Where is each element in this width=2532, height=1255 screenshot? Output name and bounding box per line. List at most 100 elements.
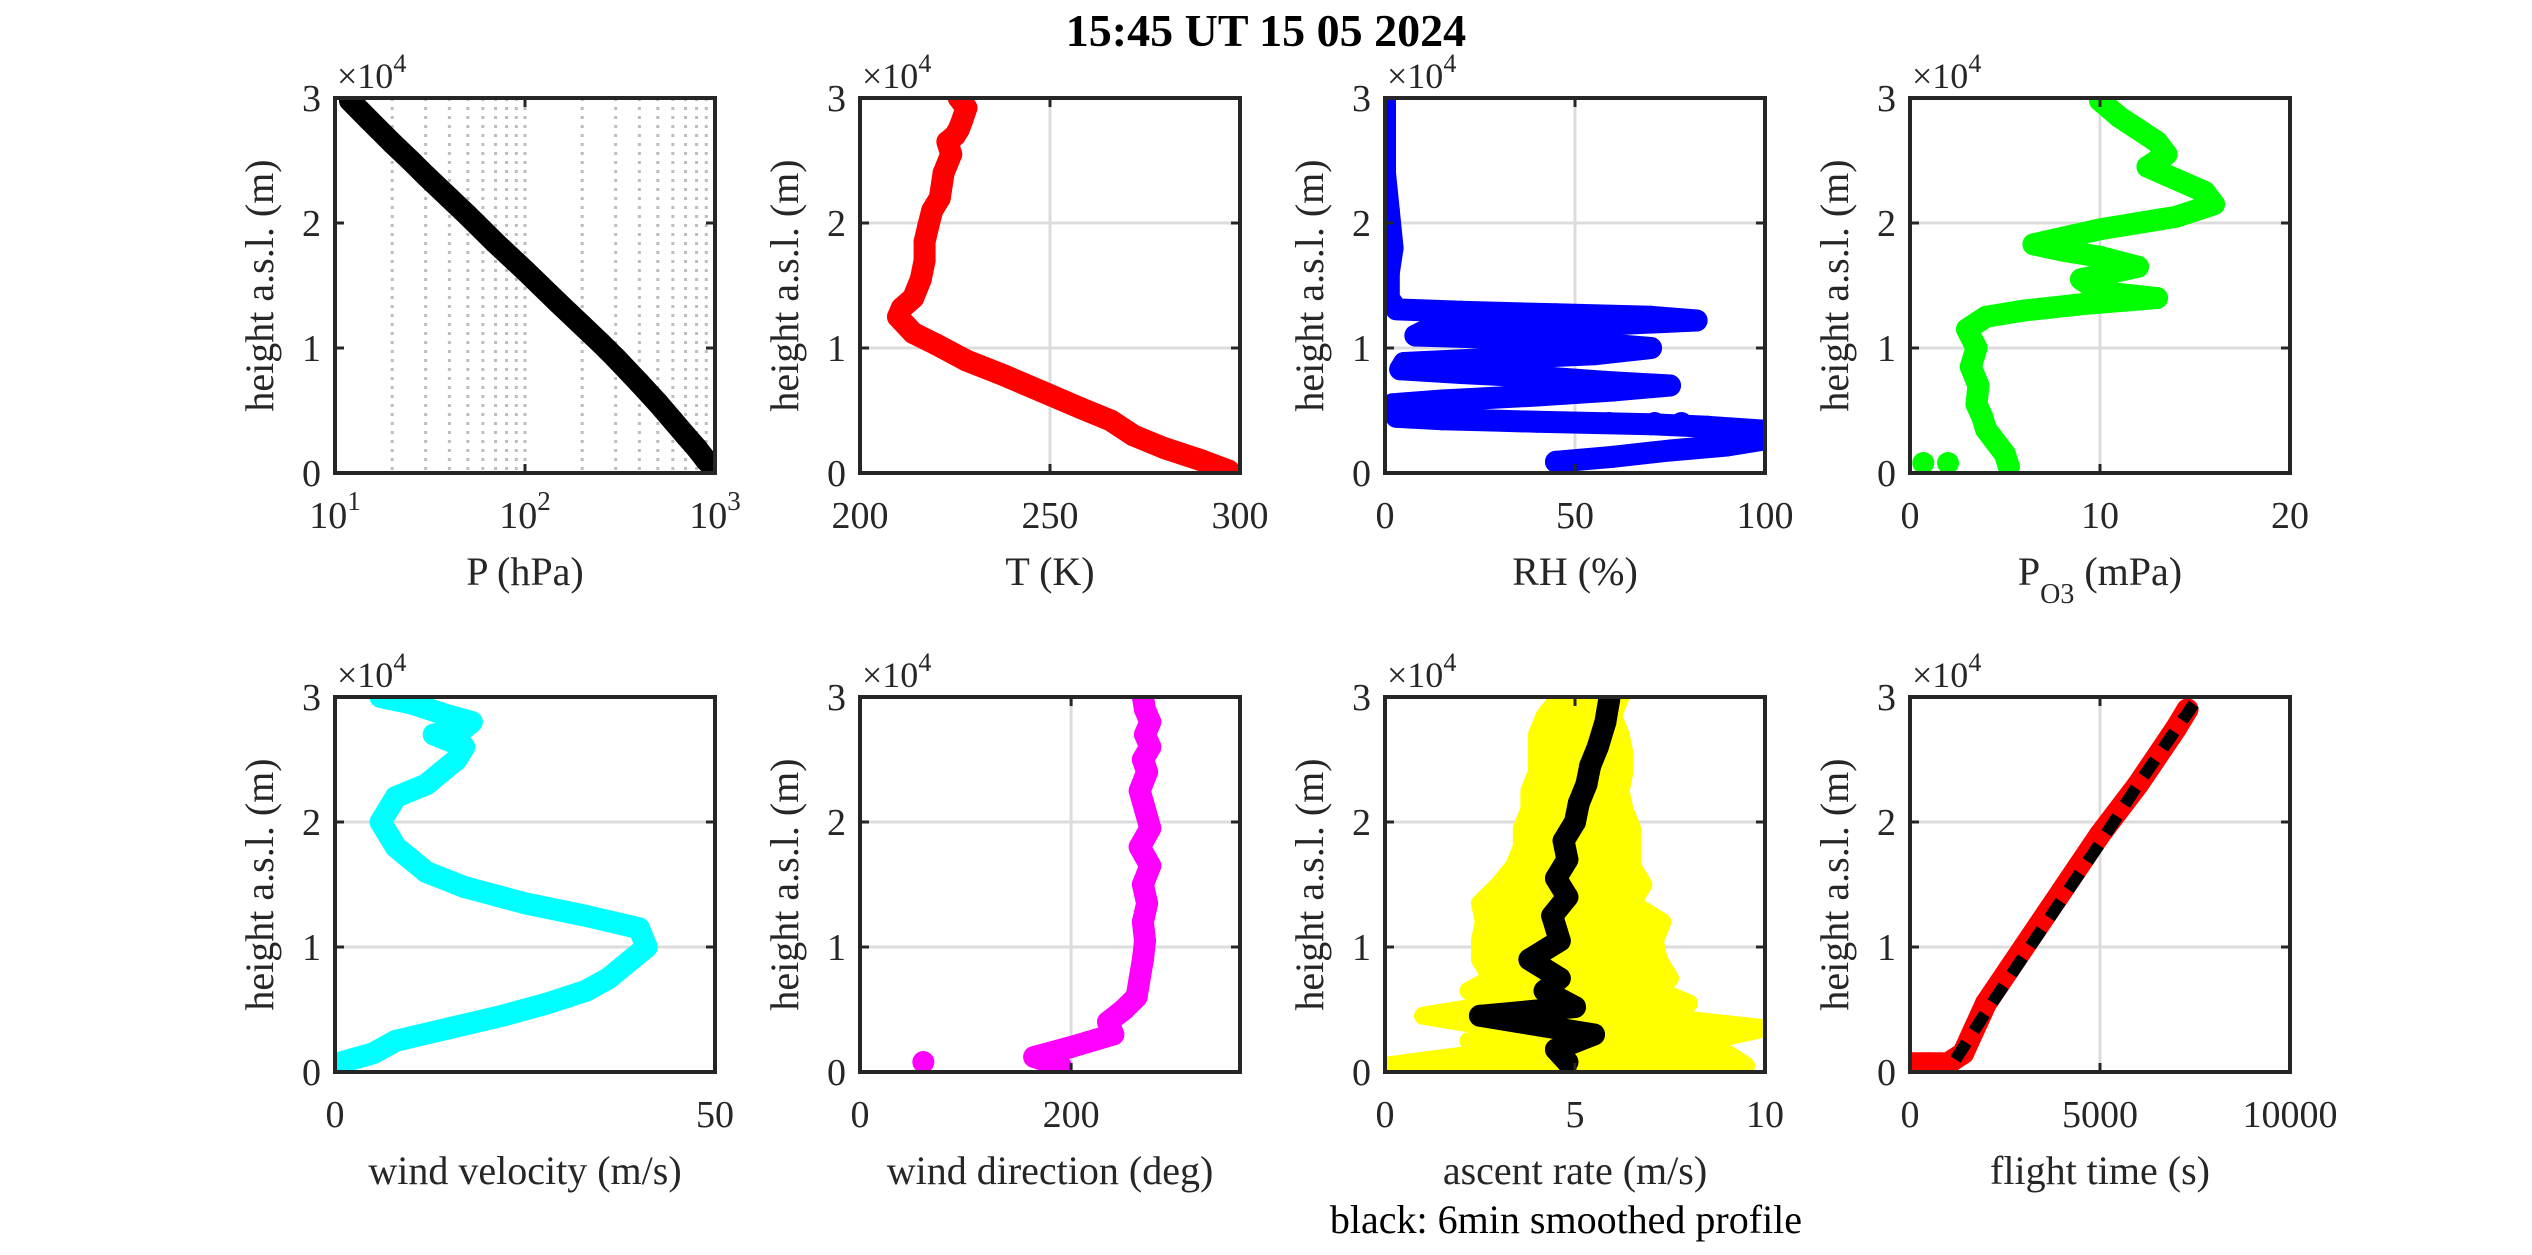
data-point <box>1385 199 1400 222</box>
data-point <box>928 187 951 209</box>
data-point <box>1545 1038 1567 1061</box>
data-point <box>2108 105 2130 128</box>
data-point <box>1131 948 1154 971</box>
x-tick-label: 103 <box>689 486 741 537</box>
data-point <box>1659 439 1681 462</box>
data-point <box>2070 293 2092 316</box>
x-tick-label: 200 <box>1043 1094 1100 1136</box>
y-axis-label: height a.s.l. (m) <box>762 159 807 411</box>
data-point <box>1643 412 1666 434</box>
data-point <box>604 347 627 369</box>
data-point <box>628 917 650 940</box>
x-tick-label: 50 <box>1556 495 1594 537</box>
y-tick-label: 3 <box>827 677 846 719</box>
data-point <box>1640 337 1662 359</box>
x-tick-label: 50 <box>696 1094 734 1136</box>
data-point <box>1507 1011 1529 1033</box>
y-axis-label: height a.s.l. (m) <box>237 758 282 1010</box>
data-point <box>1385 98 1396 109</box>
data-point <box>2127 255 2149 278</box>
data-point <box>1122 424 1145 447</box>
data-point <box>1125 986 1148 1008</box>
y-tick-label: 3 <box>1352 78 1371 120</box>
x-tick-label: 0 <box>851 1094 870 1136</box>
y-tick-label: 1 <box>827 927 846 969</box>
data-point <box>1385 287 1400 309</box>
data-point <box>1191 449 1213 472</box>
data-point <box>1975 305 1997 328</box>
figure-footnote: black: 6min smoothed profile <box>1330 1197 1802 1242</box>
data-point <box>1060 1036 1083 1058</box>
data-point <box>2022 233 2045 256</box>
y-tick-label: 1 <box>1352 328 1371 370</box>
y-tick-label: 0 <box>1352 453 1371 495</box>
data-point <box>1023 1046 1046 1068</box>
data-point <box>1431 389 1453 412</box>
data-point <box>438 704 460 727</box>
x-axis-label: P (hPa) <box>466 549 583 594</box>
data-point <box>2165 205 2187 228</box>
data-point <box>913 249 936 272</box>
data-point <box>484 232 507 254</box>
axes-box <box>333 695 717 1074</box>
data-point <box>1959 355 1982 378</box>
data-point <box>1697 415 1719 438</box>
y-tick-label: 2 <box>1877 203 1896 245</box>
x-tick-label: 0 <box>1901 1094 1920 1136</box>
series-group-ascent-rate <box>1385 697 1765 1072</box>
data-point <box>1583 412 1605 434</box>
data-point <box>1480 409 1503 432</box>
data-point <box>1594 370 1617 393</box>
data-point <box>1750 419 1765 442</box>
y-axis-label: height a.s.l. (m) <box>1812 159 1857 411</box>
data-point <box>1450 300 1472 323</box>
data-point <box>1602 445 1624 468</box>
data-point <box>1128 967 1151 990</box>
data-point <box>1545 867 1567 890</box>
data-point <box>1518 948 1541 971</box>
y-tick-label: 3 <box>302 78 321 120</box>
series-group-wind-direction <box>912 697 1162 1072</box>
x-tick-label: 5000 <box>2062 1094 2138 1136</box>
x-tick-label: 0 <box>1376 1094 1395 1136</box>
x-axis-label: RH (%) <box>1512 549 1638 594</box>
data-point <box>574 904 597 927</box>
data-point <box>1583 343 1605 366</box>
y-tick-label: 0 <box>827 1052 846 1094</box>
data-point <box>1659 374 1681 397</box>
x-tick-label: 10 <box>1746 1094 1784 1136</box>
x-axis-label: wind direction (deg) <box>887 1148 1214 1193</box>
data-point <box>574 979 597 1002</box>
data-point <box>1567 792 1590 815</box>
data-point <box>1136 892 1159 915</box>
data-point <box>491 1004 514 1027</box>
data-point <box>438 187 461 209</box>
series-group-pressure <box>339 98 715 473</box>
data-point <box>381 132 404 154</box>
data-point <box>2089 218 2111 241</box>
data-point <box>912 1051 935 1072</box>
data-point <box>384 786 407 808</box>
data-point <box>339 98 362 112</box>
data-point <box>1393 352 1415 374</box>
y-tick-label: 3 <box>1352 677 1371 719</box>
data-point <box>2136 155 2159 178</box>
data-point <box>1099 409 1122 432</box>
y-axis-label: height a.s.l. (m) <box>762 758 807 1010</box>
y-tick-label: 3 <box>302 677 321 719</box>
data-point <box>2165 168 2187 191</box>
data-point <box>456 204 479 227</box>
data-point <box>1139 854 1162 877</box>
data-point <box>1131 697 1154 708</box>
x-tick-label: 10000 <box>2243 1094 2338 1136</box>
data-point <box>661 409 684 432</box>
data-point <box>635 936 658 958</box>
data-point <box>1031 380 1054 403</box>
data-point <box>422 723 445 746</box>
series-group-flight-time <box>1910 697 2204 1072</box>
